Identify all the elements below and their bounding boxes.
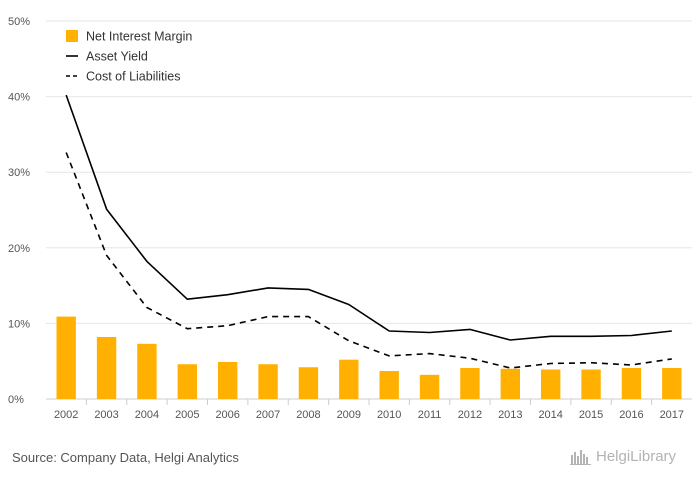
x-tick-label: 2014	[538, 409, 562, 421]
x-axis-ticks: 2002 2003 2004 2005 2006 2007 2008 2009 2010 2011…	[54, 399, 684, 421]
x-tick-label: 2008	[296, 409, 320, 421]
logo-text: HelgiLibrary	[596, 447, 677, 465]
bar-net-interest-margin	[137, 343, 157, 399]
lines	[65, 94, 672, 369]
bar-net-interest-margin	[460, 368, 480, 399]
y-tick-label: 0%	[8, 394, 24, 406]
x-tick-label: 2011	[418, 409, 442, 421]
bar-net-interest-margin	[298, 367, 319, 399]
y-axis-ticks: 0% 10% 20% 30% 40% 50%	[8, 16, 30, 406]
x-tick-label: 2017	[660, 409, 684, 421]
line-cost-of-liabilities	[65, 152, 672, 369]
legend-swatch	[66, 30, 78, 42]
bar-net-interest-margin	[339, 359, 359, 399]
bar-net-interest-margin	[56, 316, 76, 399]
bar-net-interest-margin	[419, 374, 440, 399]
x-tick-label: 2004	[135, 409, 159, 421]
y-tick-label: 30%	[8, 167, 30, 179]
bar-net-interest-margin	[217, 361, 238, 399]
source-note: Source: Company Data, Helgi Analytics	[12, 450, 239, 465]
x-tick-label: 2009	[337, 409, 361, 421]
y-tick-label: 20%	[8, 243, 30, 255]
bar-net-interest-margin	[96, 337, 117, 399]
x-tick-label: 2002	[54, 409, 78, 421]
y-tick-label: 10%	[8, 318, 30, 330]
bar-net-interest-margin	[662, 368, 682, 399]
y-tick-label: 40%	[8, 92, 30, 104]
y-tick-label: 50%	[8, 16, 30, 28]
library-icon	[570, 450, 591, 465]
bar-net-interest-margin	[177, 364, 198, 399]
bar-net-interest-margin	[540, 369, 561, 399]
bar-net-interest-margin	[379, 371, 399, 399]
x-tick-label: 2012	[458, 409, 482, 421]
bar-net-interest-margin	[500, 368, 521, 399]
x-tick-label: 2005	[175, 409, 199, 421]
legend-label: Net Interest Margin	[86, 30, 192, 44]
legend: Net Interest Margin Asset Yield Cost of Li…	[66, 30, 192, 84]
legend-label: Asset Yield	[86, 50, 148, 64]
line-asset-yield	[65, 94, 672, 341]
x-tick-label: 2013	[498, 409, 522, 421]
x-tick-label: 2010	[377, 409, 401, 421]
helgi-library-logo[interactable]: HelgiLibrary	[570, 447, 676, 465]
legend-label: Cost of Liabilities	[86, 70, 181, 84]
x-tick-label: 2006	[215, 409, 239, 421]
x-tick-label: 2016	[619, 409, 643, 421]
x-tick-label: 2015	[579, 409, 603, 421]
x-tick-label: 2003	[94, 409, 118, 421]
bar-net-interest-margin	[621, 368, 642, 399]
bars	[56, 316, 682, 399]
x-tick-label: 2007	[256, 409, 280, 421]
bar-net-interest-margin	[258, 364, 278, 399]
bar-net-interest-margin	[581, 369, 601, 399]
